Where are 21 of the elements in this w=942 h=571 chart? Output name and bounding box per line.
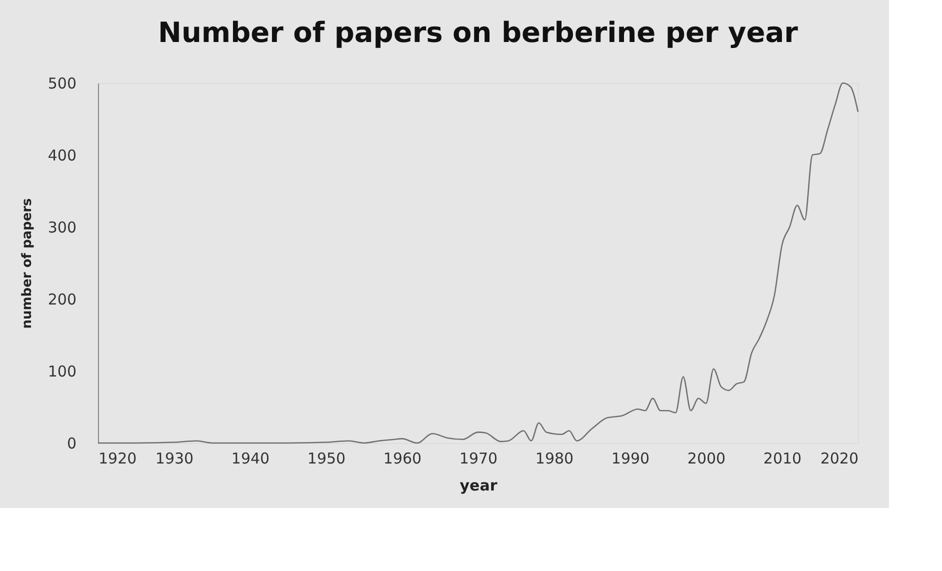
x-tick-label: 1950 [307,450,346,468]
x-tick-label: 1970 [459,450,498,468]
y-tick-label: 300 [48,218,76,236]
x-tick-label: 2010 [763,450,802,468]
x-tick-label: 1990 [611,450,650,468]
y-tick-label: 0 [66,434,76,452]
x-tick-label: 1980 [535,450,574,468]
y-axis-title: number of papers [20,198,35,329]
x-tick-label: 1960 [383,450,422,468]
y-tick-label: 100 [48,362,76,380]
chart-title: Number of papers on berberine per year [158,16,798,49]
y-tick-label: 400 [48,146,76,164]
x-tick-label: 1930 [155,450,194,468]
y-tick-label: 200 [48,290,76,308]
y-tick-label: 500 [48,74,76,92]
x-tick-label: 2000 [687,450,726,468]
line-series [97,82,859,444]
x-tick-label: 2020 [820,450,858,468]
x-tick-label: 1940 [231,450,270,468]
x-tick-label: 1920 [98,450,137,468]
x-axis-title: year [460,476,498,494]
